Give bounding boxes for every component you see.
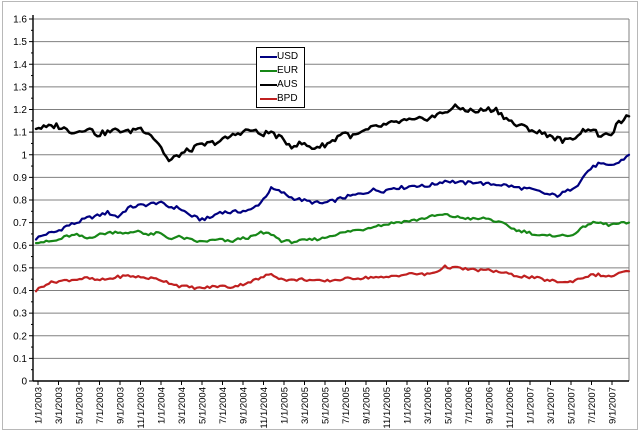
series-line-bpd [34,264,631,293]
x-axis-label: 7/1/2007 [587,387,598,424]
x-axis-label: 3/1/2003 [54,387,65,424]
x-axis-label: 9/1/2005 [362,387,373,424]
legend-label-bpd: BPD [277,93,298,104]
legend-item-bpd: BPD [260,92,304,106]
aus-line-swatch [260,84,277,86]
x-axis-label: 1/1/2007 [526,387,537,424]
y-axis-label: 0.2 [13,331,27,342]
x-axis-label: 1/1/2006 [403,387,414,424]
bpd-line-swatch [260,98,277,100]
x-axis-label: 9/1/2007 [608,387,619,424]
y-axis-label: 0.6 [13,241,27,252]
x-axis-label: 9/1/2004 [239,387,250,424]
x-axis-label: 7/1/2004 [218,387,229,424]
x-axis-label: 5/1/2003 [75,387,86,424]
x-axis-label: 11/1/2006 [505,387,516,429]
x-axis-label: 11/1/2004 [259,387,270,429]
legend-item-aus: AUS [260,78,304,92]
x-axis-label: 3/1/2005 [300,387,311,424]
series-line-usd [34,153,631,241]
x-axis-label: 5/1/2004 [198,387,209,424]
x-axis-label: 3/1/2004 [177,387,188,424]
y-axis-label: 0.7 [13,218,27,229]
x-axis-label: 9/1/2006 [485,387,496,424]
legend-label-usd: USD [277,51,299,62]
legend-item-eur: EUR [260,64,304,78]
y-axis-label: 1.4 [13,60,27,71]
x-axis-label: 5/1/2007 [567,387,578,424]
y-axis-label: 1.3 [13,82,27,93]
x-axis-label: 9/1/2003 [116,387,127,424]
legend-label-aus: AUS [277,79,298,90]
series-line-aus [34,103,631,163]
y-axis-label: 0.9 [13,173,27,184]
y-axis-label: 0.1 [13,354,27,365]
series-line-eur [34,213,631,245]
x-axis-label: 3/1/2007 [546,387,557,424]
x-axis-label: 7/1/2006 [464,387,475,424]
y-axis-label: 0.4 [13,286,27,297]
y-axis-label: 0.3 [13,309,27,320]
x-axis-label: 1/1/2004 [157,387,168,424]
y-axis-label: 1 [21,150,27,161]
y-axis-label: 1.6 [13,15,27,26]
y-axis-label: 1.5 [13,37,27,48]
y-axis-label: 0.5 [13,263,27,274]
legend: USD EUR AUS BPD [256,47,305,108]
y-axis-label: 1.1 [13,128,27,139]
y-axis-label: 0.8 [13,196,27,207]
x-axis-label: 3/1/2006 [423,387,434,424]
x-axis-label: 7/1/2003 [95,387,106,424]
x-axis-label: 1/1/2003 [34,387,45,424]
eur-line-swatch [260,70,277,72]
legend-label-eur: EUR [277,65,299,76]
x-axis-label: 5/1/2005 [321,387,332,424]
legend-item-usd: USD [260,50,304,64]
x-axis-label: 11/1/2005 [382,387,393,429]
y-axis-label: 0 [21,377,27,388]
x-axis-label: 7/1/2005 [341,387,352,424]
x-axis-label: 1/1/2005 [280,387,291,424]
usd-line-swatch [260,56,277,58]
x-axis-label: 11/1/2003 [136,387,147,429]
y-axis-label: 1.2 [13,105,27,116]
x-axis-label: 5/1/2006 [444,387,455,424]
